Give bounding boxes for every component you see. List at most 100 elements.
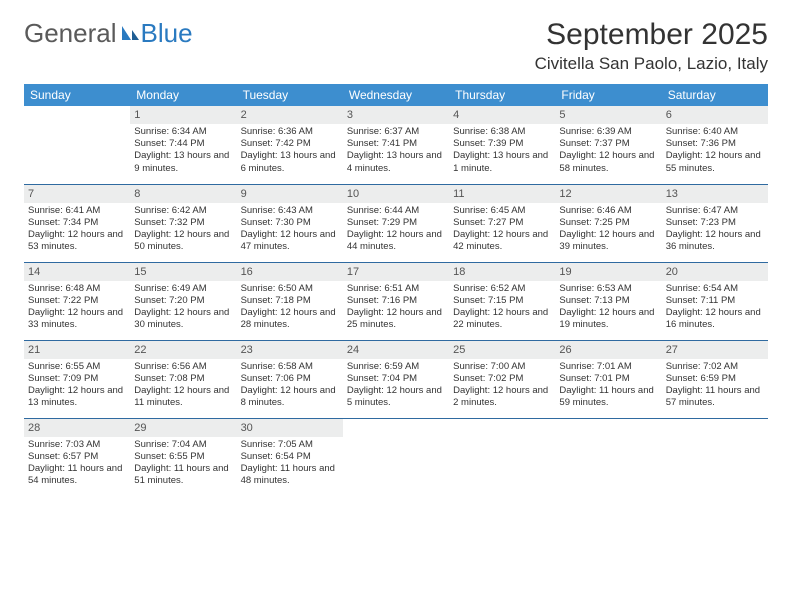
- calendar-day-cell: 3Sunrise: 6:37 AMSunset: 7:41 PMDaylight…: [343, 106, 449, 184]
- day-number: 5: [555, 106, 661, 124]
- weekday-header: Wednesday: [343, 84, 449, 106]
- calendar-day-cell: 26 Sunrise: 7:01 AMSunset: 7:01 PMDayligh…: [555, 340, 661, 418]
- calendar-day-cell: [449, 418, 555, 496]
- day-number: 6: [662, 106, 768, 124]
- day-details: Sunrise: 6:38 AMSunset: 7:39 PMDaylight:…: [453, 126, 551, 175]
- day-details: Sunrise: 6:52 AMSunset: 7:15 PMDaylight:…: [453, 283, 551, 332]
- day-number: 12: [555, 185, 661, 203]
- calendar-day-cell: 25Sunrise: 7:00 AMSunset: 7:02 PMDayligh…: [449, 340, 555, 418]
- day-number: 14: [24, 263, 130, 281]
- day-details: Sunrise: 6:46 AMSunset: 7:25 PMDaylight:…: [559, 205, 657, 254]
- day-number: 1: [130, 106, 236, 124]
- day-details: Sunrise: 6:40 AMSunset: 7:36 PMDaylight:…: [666, 126, 764, 175]
- calendar-day-cell: 1 Sunrise: 6:34 AMSunset: 7:44 PMDaylight…: [130, 106, 236, 184]
- calendar-day-cell: [662, 418, 768, 496]
- day-number: 15: [130, 263, 236, 281]
- day-number: 29: [130, 419, 236, 437]
- calendar-day-cell: 28 Sunrise: 7:03 AMSunset: 6:57 PMDayligh…: [24, 418, 130, 496]
- logo-sail-icon: [120, 18, 140, 49]
- day-number: 16: [237, 263, 343, 281]
- calendar-day-cell: 7 Sunrise: 6:41 AMSunset: 7:34 PMDaylight…: [24, 184, 130, 262]
- day-number: 13: [662, 185, 768, 203]
- day-details: Sunrise: 6:39 AMSunset: 7:37 PMDaylight:…: [559, 126, 657, 175]
- day-details: Sunrise: 6:43 AMSunset: 7:30 PMDaylight:…: [241, 205, 339, 254]
- calendar-day-cell: 2 Sunrise: 6:36 AMSunset: 7:42 PMDaylight…: [237, 106, 343, 184]
- calendar-day-cell: [555, 418, 661, 496]
- weekday-header: Monday: [130, 84, 236, 106]
- day-number: 18: [449, 263, 555, 281]
- calendar-week-row: 7 Sunrise: 6:41 AMSunset: 7:34 PMDaylight…: [24, 184, 768, 262]
- day-number: 19: [555, 263, 661, 281]
- day-number: 10: [343, 185, 449, 203]
- day-details: Sunrise: 7:03 AMSunset: 6:57 PMDaylight:…: [28, 439, 126, 488]
- day-details: Sunrise: 6:48 AMSunset: 7:22 PMDaylight:…: [28, 283, 126, 332]
- weekday-header: Thursday: [449, 84, 555, 106]
- title-block: September 2025 Civitella San Paolo, Lazi…: [535, 18, 768, 74]
- calendar-day-cell: 22 Sunrise: 6:56 AMSunset: 7:08 PMDayligh…: [130, 340, 236, 418]
- day-number: 11: [449, 185, 555, 203]
- calendar-day-cell: [343, 418, 449, 496]
- day-number: 17: [343, 263, 449, 281]
- day-number: 24: [343, 341, 449, 359]
- calendar-day-cell: 9 Sunrise: 6:43 AMSunset: 7:30 PMDaylight…: [237, 184, 343, 262]
- calendar-day-cell: 10 Sunrise: 6:44 AMSunset: 7:29 PMDayligh…: [343, 184, 449, 262]
- calendar: SundayMondayTuesdayWednesdayThursdayFrid…: [24, 84, 768, 496]
- calendar-week-row: 21 Sunrise: 6:55 AMSunset: 7:09 PMDayligh…: [24, 340, 768, 418]
- day-number: 9: [237, 185, 343, 203]
- calendar-day-cell: 18 Sunrise: 6:52 AMSunset: 7:15 PMDayligh…: [449, 262, 555, 340]
- day-details: Sunrise: 6:54 AMSunset: 7:11 PMDaylight:…: [666, 283, 764, 332]
- day-details: Sunrise: 6:44 AMSunset: 7:29 PMDaylight:…: [347, 205, 445, 254]
- weekday-header-row: SundayMondayTuesdayWednesdayThursdayFrid…: [24, 84, 768, 106]
- day-details: Sunrise: 6:41 AMSunset: 7:34 PMDaylight:…: [28, 205, 126, 254]
- day-number: 26: [555, 341, 661, 359]
- day-details: Sunrise: 7:00 AMSunset: 7:02 PMDaylight:…: [453, 361, 551, 410]
- day-details: Sunrise: 6:51 AMSunset: 7:16 PMDaylight:…: [347, 283, 445, 332]
- day-number: 30: [237, 419, 343, 437]
- day-details: Sunrise: 7:05 AMSunset: 6:54 PMDaylight:…: [241, 439, 339, 488]
- day-details: Sunrise: 6:56 AMSunset: 7:08 PMDaylight:…: [134, 361, 232, 410]
- day-details: Sunrise: 6:59 AMSunset: 7:04 PMDaylight:…: [347, 361, 445, 410]
- calendar-day-cell: 21 Sunrise: 6:55 AMSunset: 7:09 PMDayligh…: [24, 340, 130, 418]
- logo-text-blue: Blue: [141, 18, 193, 49]
- calendar-week-row: 14 Sunrise: 6:48 AMSunset: 7:22 PMDayligh…: [24, 262, 768, 340]
- day-details: Sunrise: 6:37 AMSunset: 7:41 PMDaylight:…: [347, 126, 445, 175]
- day-number: 28: [24, 419, 130, 437]
- day-number: 8: [130, 185, 236, 203]
- calendar-day-cell: 20 Sunrise: 6:54 AMSunset: 7:11 PMDayligh…: [662, 262, 768, 340]
- calendar-week-row: 1 Sunrise: 6:34 AMSunset: 7:44 PMDaylight…: [24, 106, 768, 184]
- calendar-day-cell: 13 Sunrise: 6:47 AMSunset: 7:23 PMDayligh…: [662, 184, 768, 262]
- day-details: Sunrise: 6:34 AMSunset: 7:44 PMDaylight:…: [134, 126, 232, 175]
- header: General Blue September 2025 Civitella Sa…: [24, 18, 768, 74]
- day-number: 23: [237, 341, 343, 359]
- day-number: 2: [237, 106, 343, 124]
- day-details: Sunrise: 7:04 AMSunset: 6:55 PMDaylight:…: [134, 439, 232, 488]
- day-details: Sunrise: 6:47 AMSunset: 7:23 PMDaylight:…: [666, 205, 764, 254]
- day-details: Sunrise: 6:42 AMSunset: 7:32 PMDaylight:…: [134, 205, 232, 254]
- day-number: 20: [662, 263, 768, 281]
- day-details: Sunrise: 6:45 AMSunset: 7:27 PMDaylight:…: [453, 205, 551, 254]
- weekday-header: Sunday: [24, 84, 130, 106]
- logo-text-general: General: [24, 18, 117, 49]
- day-number: 7: [24, 185, 130, 203]
- day-number: 21: [24, 341, 130, 359]
- calendar-day-cell: 11 Sunrise: 6:45 AMSunset: 7:27 PMDayligh…: [449, 184, 555, 262]
- day-number: 22: [130, 341, 236, 359]
- day-details: Sunrise: 7:02 AMSunset: 6:59 PMDaylight:…: [666, 361, 764, 410]
- day-details: Sunrise: 6:36 AMSunset: 7:42 PMDaylight:…: [241, 126, 339, 175]
- weekday-header: Tuesday: [237, 84, 343, 106]
- month-title: September 2025: [535, 18, 768, 52]
- calendar-day-cell: 15 Sunrise: 6:49 AMSunset: 7:20 PMDayligh…: [130, 262, 236, 340]
- calendar-day-cell: 12 Sunrise: 6:46 AMSunset: 7:25 PMDayligh…: [555, 184, 661, 262]
- day-details: Sunrise: 7:01 AMSunset: 7:01 PMDaylight:…: [559, 361, 657, 410]
- day-number: 4: [449, 106, 555, 124]
- day-details: Sunrise: 6:49 AMSunset: 7:20 PMDaylight:…: [134, 283, 232, 332]
- calendar-day-cell: 14 Sunrise: 6:48 AMSunset: 7:22 PMDayligh…: [24, 262, 130, 340]
- calendar-day-cell: 16Sunrise: 6:50 AMSunset: 7:18 PMDayligh…: [237, 262, 343, 340]
- calendar-day-cell: [24, 106, 130, 184]
- calendar-day-cell: 19Sunrise: 6:53 AMSunset: 7:13 PMDayligh…: [555, 262, 661, 340]
- day-details: Sunrise: 6:55 AMSunset: 7:09 PMDaylight:…: [28, 361, 126, 410]
- calendar-day-cell: 4 Sunrise: 6:38 AMSunset: 7:39 PMDaylight…: [449, 106, 555, 184]
- calendar-week-row: 28 Sunrise: 7:03 AMSunset: 6:57 PMDayligh…: [24, 418, 768, 496]
- calendar-day-cell: 24 Sunrise: 6:59 AMSunset: 7:04 PMDayligh…: [343, 340, 449, 418]
- calendar-day-cell: 27Sunrise: 7:02 AMSunset: 6:59 PMDayligh…: [662, 340, 768, 418]
